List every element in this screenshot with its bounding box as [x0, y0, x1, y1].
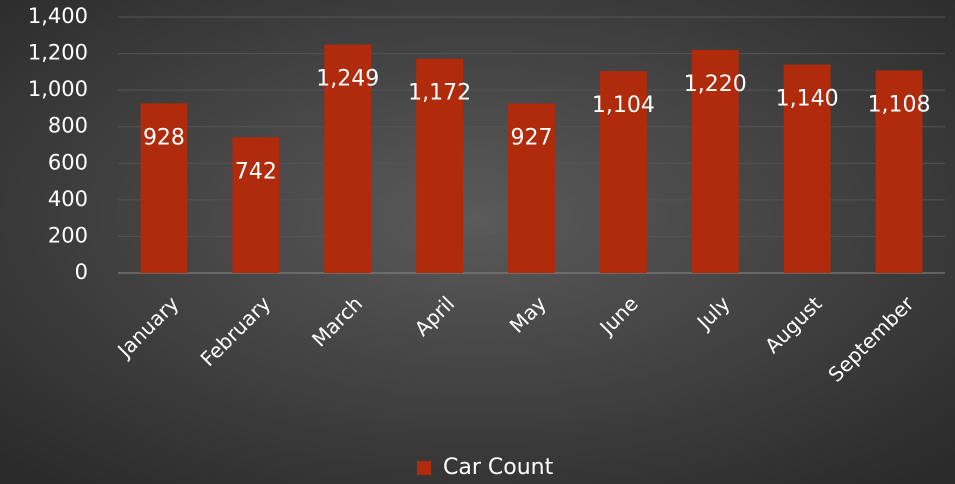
bar [783, 64, 831, 274]
data-label: 1,220 [684, 72, 747, 97]
data-label: 928 [143, 125, 185, 150]
bar [416, 58, 464, 273]
bar [599, 71, 647, 273]
data-label: 742 [235, 159, 277, 184]
bar [508, 103, 555, 274]
legend-label: Car Count [443, 455, 554, 480]
y-tick-label: 1,400 [28, 4, 88, 28]
bar [232, 137, 280, 273]
y-tick-label: 1,000 [28, 77, 88, 101]
y-tick-label: 600 [48, 150, 88, 174]
bar [875, 70, 923, 273]
data-label: 1,104 [592, 93, 655, 118]
y-tick-label: 800 [48, 114, 88, 138]
data-label: 927 [511, 125, 553, 150]
y-tick-label: 200 [48, 223, 88, 247]
legend-swatch [417, 461, 431, 475]
bar [324, 44, 372, 274]
y-tick-label: 0 [75, 260, 88, 284]
bar [140, 103, 188, 274]
data-label: 1,172 [408, 81, 471, 106]
bar [691, 49, 739, 273]
data-label: 1,140 [776, 87, 839, 112]
data-label: 1,249 [316, 67, 379, 92]
y-tick-label: 400 [48, 187, 88, 211]
y-tick-label: 1,200 [28, 41, 88, 65]
data-label: 1,108 [868, 92, 931, 117]
